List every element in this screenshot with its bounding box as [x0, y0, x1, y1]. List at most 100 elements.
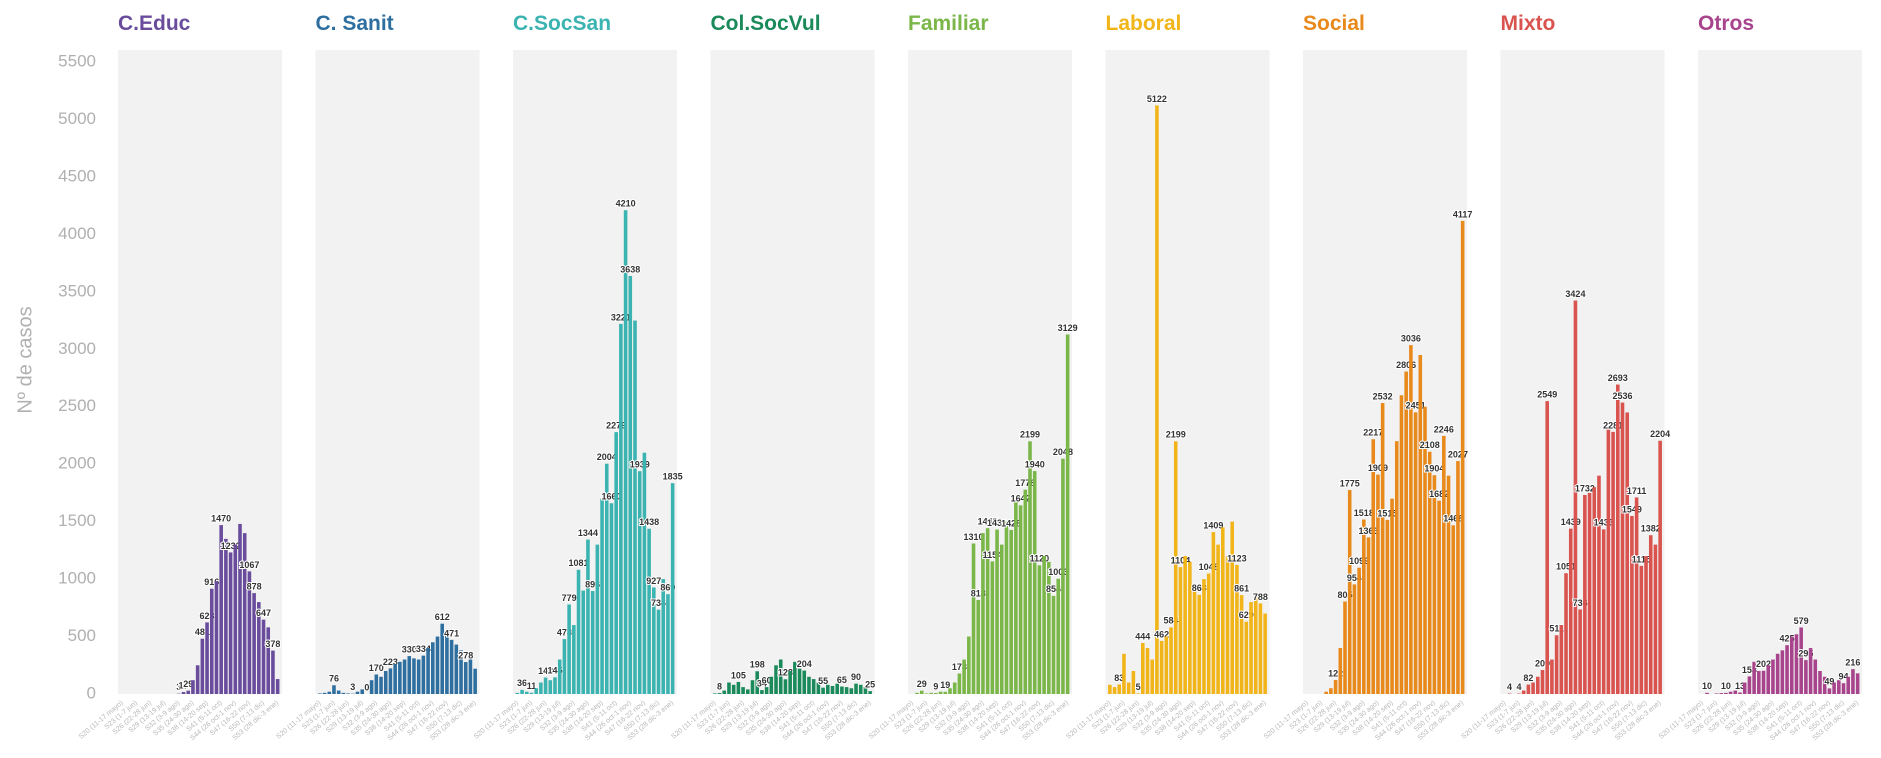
bar — [590, 591, 595, 694]
bar — [318, 693, 322, 694]
data-label: 647 — [256, 608, 271, 618]
bar — [1004, 521, 1009, 694]
data-label: 9 — [933, 681, 938, 691]
data-label: 2693 — [1608, 373, 1628, 383]
bar — [209, 588, 214, 694]
bar — [205, 622, 209, 694]
bar — [717, 693, 722, 694]
bar — [562, 639, 567, 694]
bar — [849, 688, 854, 694]
panel-title: Laboral — [1106, 12, 1182, 35]
bar — [1851, 669, 1855, 694]
bar — [393, 664, 397, 694]
bar — [731, 684, 736, 694]
bar — [1521, 690, 1526, 694]
bar — [1338, 648, 1343, 694]
bar — [336, 690, 341, 694]
bar — [572, 625, 576, 694]
bar — [1108, 684, 1112, 694]
bar — [1799, 627, 1803, 694]
panel-background — [315, 50, 480, 694]
bar — [416, 659, 421, 694]
bar — [379, 676, 383, 694]
bar — [224, 538, 228, 694]
data-label: 105 — [731, 670, 746, 680]
y-tick-label: 3000 — [58, 339, 96, 358]
data-label: 17 — [179, 680, 189, 690]
data-label: 65 — [837, 675, 847, 685]
bar — [468, 659, 473, 694]
bar — [1747, 676, 1752, 694]
data-label: 143 — [538, 666, 553, 676]
bar — [181, 692, 186, 694]
bar — [195, 665, 200, 694]
bar — [247, 571, 252, 694]
bar — [1794, 634, 1799, 694]
bar — [981, 533, 985, 694]
bar — [1822, 676, 1827, 694]
bar — [1583, 494, 1587, 694]
bar — [1785, 645, 1789, 694]
bar — [398, 661, 402, 694]
data-label: 170 — [369, 663, 384, 673]
data-label: 1443 — [978, 517, 998, 527]
bar — [1841, 683, 1846, 694]
bar — [407, 656, 412, 694]
data-label: 444 — [1135, 631, 1150, 641]
bar — [985, 528, 990, 694]
data-label: 1515 — [1377, 508, 1397, 518]
data-label: 3036 — [1401, 334, 1421, 344]
data-label: 2549 — [1537, 389, 1557, 399]
bar — [774, 665, 778, 694]
bar — [1573, 300, 1578, 694]
data-label: 788 — [1253, 592, 1268, 602]
bar — [1592, 487, 1597, 694]
bar — [595, 544, 600, 694]
bar — [445, 634, 449, 694]
data-label: 861 — [1234, 583, 1249, 593]
bar — [741, 687, 745, 694]
bar — [1258, 603, 1263, 694]
data-label: 1310 — [964, 532, 984, 542]
bar — [1122, 653, 1126, 694]
bar — [816, 682, 821, 694]
data-label: 1120 — [1030, 554, 1050, 564]
data-label: 579 — [1794, 616, 1809, 626]
bar — [637, 471, 642, 694]
data-label: 29 — [917, 679, 927, 689]
bar — [1601, 529, 1606, 694]
y-tick-label: 5000 — [58, 109, 96, 128]
y-tick-label: 1000 — [58, 569, 96, 588]
data-label: 1940 — [1025, 459, 1045, 469]
data-label: 19 — [940, 680, 950, 690]
bar — [863, 687, 868, 694]
bar — [1451, 525, 1456, 694]
bar — [322, 692, 327, 694]
bar — [840, 686, 844, 694]
bar — [943, 691, 948, 694]
bar — [713, 693, 717, 694]
bar — [1733, 690, 1738, 694]
bar — [1780, 650, 1785, 694]
data-label: 90 — [851, 672, 861, 682]
bar — [628, 275, 633, 694]
data-label: 878 — [247, 581, 262, 591]
bar — [228, 552, 233, 694]
data-label: 1099 — [1349, 556, 1369, 566]
bar — [1112, 687, 1117, 694]
bar — [1648, 535, 1653, 694]
bar — [788, 671, 792, 694]
bar — [736, 681, 741, 694]
bar — [666, 594, 670, 694]
bar — [1550, 659, 1554, 694]
data-label: 1048 — [1199, 562, 1219, 572]
y-tick-label: 0 — [87, 683, 96, 702]
data-label: 4210 — [616, 199, 636, 209]
data-label: 1104 — [1171, 556, 1191, 566]
panel-title: Col.SocVul — [711, 12, 821, 35]
data-label: 1468 — [1443, 514, 1463, 524]
bar — [760, 690, 764, 694]
bar — [1211, 532, 1216, 694]
bar — [1032, 471, 1037, 694]
